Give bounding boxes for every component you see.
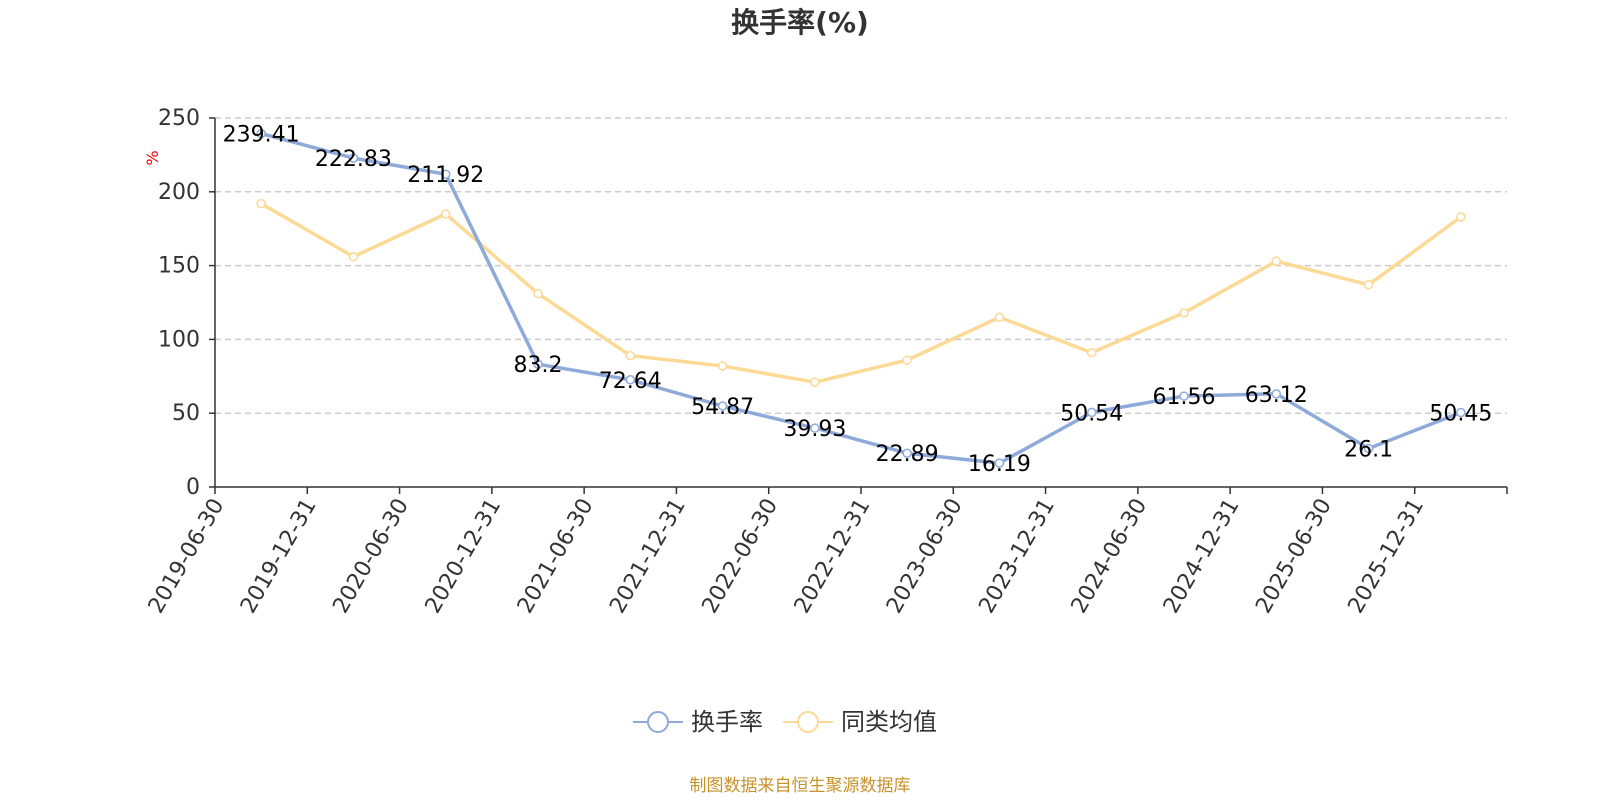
series-lines [256,128,1466,468]
data-point [1179,308,1189,318]
gridlines [215,117,1507,414]
data-point [533,288,543,299]
data-point [533,359,543,369]
x-tick-label: 2025-06-30 [1251,495,1337,618]
legend-item-2: 同类均值 [783,708,937,736]
y-axis-unit: % [143,150,162,165]
data-point [1363,280,1374,290]
y-tick-label: 50 [172,401,200,426]
data-point [1271,256,1282,266]
legend-marker [797,711,819,733]
legend-item-1: 换手率 [633,708,763,736]
data-labels: 239.41 222.83 211.92 83.2 72.64 54.87 39.93 22.… [223,123,1493,477]
x-tick-label: 2023-06-30 [882,494,968,617]
y-tick-label: 200 [158,180,200,205]
data-label: 72.64 [599,369,662,394]
data-label: 26.1 [1344,437,1393,462]
x-tick-label: 2024-06-30 [1067,495,1153,618]
legend-label: 同类均值 [841,708,937,736]
x-tick-label: 2022-06-30 [698,495,784,618]
data-point [1086,347,1097,358]
y-tick-label: 250 [158,106,200,131]
data-point [902,448,912,458]
data-point [625,350,636,361]
data-point [348,251,359,262]
data-point [1271,389,1282,399]
data-point [717,361,728,371]
data-point [440,169,451,179]
y-tick-label: 100 [158,327,200,352]
source-note: 制图数据来自恒生聚源数据库 [690,776,911,796]
series-2 [256,198,1466,387]
data-label: 222.83 [315,147,392,172]
data-label: 63.12 [1245,383,1308,408]
data-point [625,375,636,385]
y-tick-label: 150 [158,254,200,279]
x-tick-label: 2023-12-31 [974,495,1060,618]
x-tick-label: 2022-12-31 [790,495,876,618]
data-point [1456,212,1466,222]
series-line [260,131,1462,465]
data-label: 61.56 [1153,385,1216,410]
data-point [256,128,266,139]
data-point [1456,407,1466,418]
data-label: 50.54 [1060,401,1123,426]
data-point [1179,391,1189,401]
data-label: 211.92 [407,163,484,188]
x-tick-label: 2025-12-31 [1344,495,1430,618]
data-point [256,198,266,209]
x-tick-label: 2020-12-31 [421,495,507,618]
data-label: 54.87 [691,395,754,420]
data-point [994,312,1005,323]
data-label: 16.19 [968,452,1031,477]
data-point [902,355,912,365]
legend-marker [647,711,669,733]
data-point [440,209,451,219]
x-tick-label: 2019-12-31 [236,495,322,618]
data-point [717,401,728,411]
y-tick-label: 0 [186,475,200,500]
data-label: 22.89 [876,442,939,467]
data-label: 83.2 [514,353,563,378]
data-label: 239.41 [223,123,300,148]
data-point [348,153,359,163]
data-point [994,458,1005,468]
x-tick-label: 2019-06-30 [144,495,230,618]
chart-title: 换手率(%) [731,6,869,39]
x-tick-label: 2021-12-31 [605,495,691,618]
x-tick-label: 2024-12-31 [1159,495,1245,618]
series-line [260,202,1462,384]
series-1 [256,128,1466,468]
data-point [1363,443,1374,454]
x-tick-label: 2020-06-30 [328,494,414,617]
legend-label: 换手率 [691,708,763,736]
x-tick-label: 2021-06-30 [513,495,599,618]
data-label: 39.93 [783,417,846,442]
data-point [1086,407,1097,418]
data-point [810,377,820,387]
data-label: 50.45 [1429,402,1492,427]
data-point [810,423,820,433]
legend: 换手率 同类均值 [633,708,937,736]
